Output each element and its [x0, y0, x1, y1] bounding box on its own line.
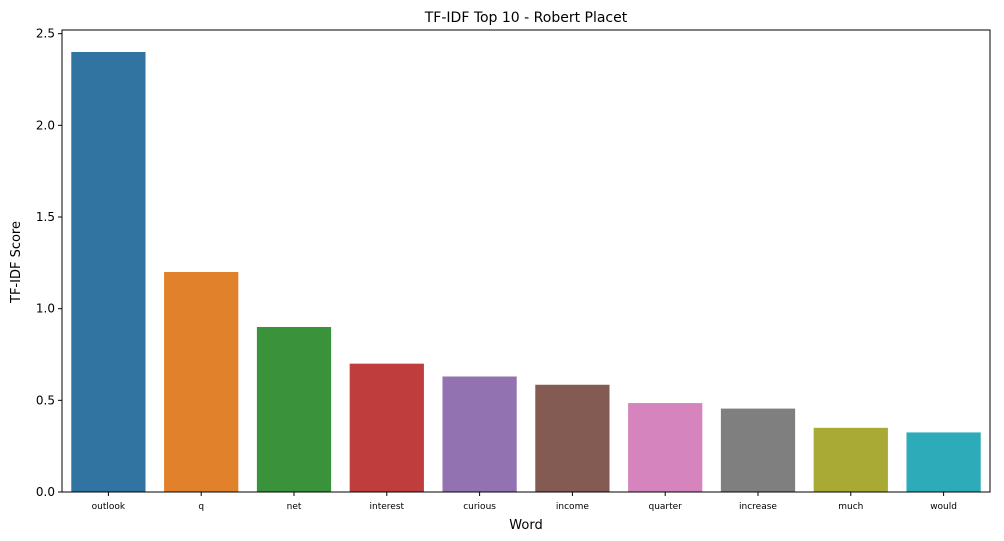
bar-would	[906, 432, 981, 492]
x-tick-label-net: net	[287, 502, 302, 512]
bar-curious	[442, 376, 517, 492]
bar-outlook	[71, 52, 146, 492]
chart-title: TF-IDF Top 10 - Robert Placet	[424, 10, 628, 26]
x-tick-label-increase: increase	[739, 502, 777, 512]
bar-interest	[349, 363, 424, 492]
x-axis-label: Word	[509, 518, 542, 533]
x-tick-label-outlook: outlook	[92, 502, 126, 512]
bar-quarter	[628, 403, 703, 492]
plot-frame	[61, 29, 991, 493]
bar-increase	[720, 408, 796, 492]
y-tick-label: 0.5	[36, 393, 55, 407]
y-tick-label: 2.5	[36, 27, 55, 41]
x-tick-label-quarter: quarter	[648, 502, 682, 512]
bar-much	[813, 427, 888, 492]
x-tick-label-much: much	[838, 502, 863, 512]
y-tick-label: 1.5	[36, 210, 55, 224]
x-tick-label-income: income	[556, 502, 589, 512]
y-axis-label: TF-IDF Score	[9, 221, 24, 304]
bar-q	[164, 272, 239, 492]
x-tick-label-q: q	[198, 502, 204, 512]
x-tick-label-curious: curious	[463, 502, 496, 512]
plot-area: outlook q net interest curious income quarter i…	[36, 27, 991, 512]
x-tick-label-would: would	[930, 502, 957, 512]
bar-income	[535, 384, 610, 492]
bar-net	[256, 327, 332, 492]
y-tick-label: 1.0	[36, 302, 55, 316]
y-tick-label: 2.0	[36, 118, 55, 132]
y-tick-label: 0.0	[36, 485, 55, 499]
x-tick-label-interest: interest	[370, 502, 405, 512]
